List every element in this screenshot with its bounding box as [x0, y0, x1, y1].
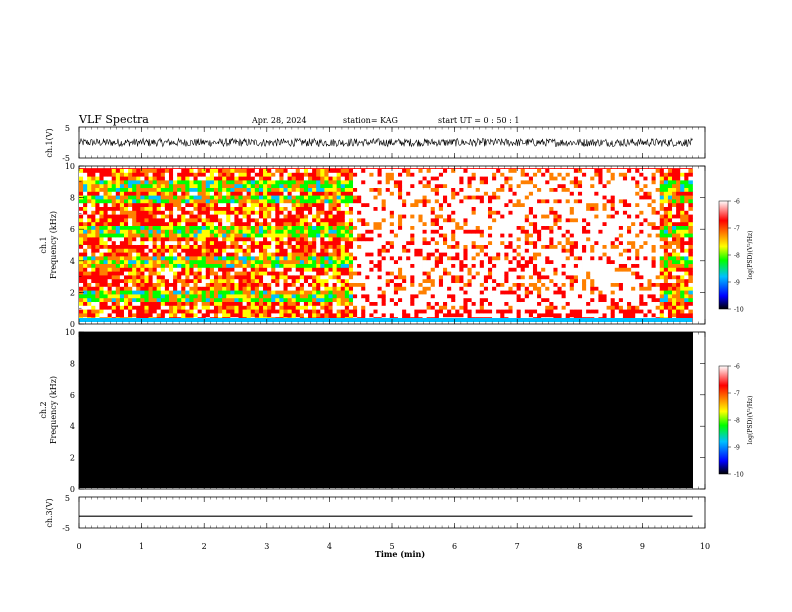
xtick-label: 9: [640, 542, 645, 551]
colorbar-tick-label: -7: [734, 391, 740, 398]
ytick-label: 0: [70, 485, 75, 494]
ytick-label: 2: [70, 454, 75, 463]
colorbar-tick-label: -6: [734, 364, 740, 371]
xtick-label: 3: [264, 542, 269, 551]
ch1-spectrogram-ylabel: Frequency (kHz): [49, 211, 58, 279]
x-axis: 0 1 2 3 4 5 6 7 8 9 10: [76, 127, 710, 551]
ch1-ytick-top: 5: [65, 124, 70, 133]
start-time-label: start UT = 0 : 50 : 1: [438, 116, 519, 125]
ch1-colorbar-label: log(PSD)(V²/Hz): [747, 231, 754, 280]
ch2-colorbar-label: log(PSD)(V²/Hz): [747, 396, 754, 445]
ch3-waveform-frame: [78, 496, 706, 529]
colorbar-tick-label: -10: [734, 307, 744, 314]
ch2-colorbar-bar: [718, 365, 729, 475]
ch1-waveform-ylabel: ch.1(V): [45, 128, 54, 157]
ytick-label: 10: [65, 328, 75, 337]
ch3-waveform-ylabel: ch.3(V): [45, 498, 54, 527]
ch3-waveform-panel: 5 -5 ch.3(V): [45, 494, 706, 533]
ch1-ytick-bottom: -5: [62, 154, 70, 163]
ytick-label: 8: [70, 194, 75, 203]
ch1-colorbar: -6 -7 -8 -9 -10 log(PSD)(V²/Hz): [718, 199, 754, 314]
ch3-ytick-top: 5: [65, 494, 70, 503]
ytick-label: 6: [70, 391, 75, 400]
colorbar-tick-label: -6: [734, 199, 740, 206]
station-label: station= KAG: [343, 116, 398, 125]
xtick-label: 7: [515, 542, 520, 551]
ch2-spectrogram-ylabel-channel: ch.2: [39, 401, 48, 418]
ch2-spectrogram-image: [79, 332, 693, 488]
x-axis-label: Time (min): [375, 549, 425, 559]
ytick-label: 6: [70, 225, 75, 234]
ytick-label: 10: [65, 162, 75, 171]
colorbar-tick-label: -9: [734, 445, 740, 452]
date-label: Apr. 28, 2024: [251, 116, 307, 125]
ch1-spectrogram-image: [79, 168, 693, 322]
xtick-label: 10: [700, 542, 710, 551]
ch2-colorbar: -6 -7 -8 -9 -10 log(PSD)(V²/Hz): [718, 364, 754, 479]
colorbar-tick-label: -7: [734, 226, 740, 233]
ch1-spectrogram-ylabel-channel: ch.1: [39, 236, 48, 253]
ch3-ytick-bottom: -5: [62, 524, 70, 533]
ytick-label: 4: [70, 422, 75, 431]
ytick-label: 4: [70, 257, 75, 266]
colorbar-tick-label: -8: [734, 418, 740, 425]
colorbar-tick-label: -9: [734, 280, 740, 287]
ytick-label: 0: [70, 320, 75, 329]
xtick-label: 5: [389, 542, 394, 551]
colorbar-tick-label: -8: [734, 253, 740, 260]
ch1-spectrogram-panel: 0 2 4 6 8 10 ch.1 Frequency (kHz): [39, 162, 706, 329]
xtick-label: 1: [139, 542, 144, 551]
xtick-label: 2: [202, 542, 207, 551]
ch2-spectrogram-ylabel: Frequency (kHz): [49, 376, 58, 444]
xtick-label: 6: [452, 542, 457, 551]
colorbar-tick-label: -10: [734, 472, 744, 479]
xtick-label: 4: [327, 542, 332, 551]
ch2-spectrogram-panel: 0 2 4 6 8 10 ch.2 Frequency (kHz): [39, 328, 706, 494]
ch1-waveform-panel: 5 -5 ch.1(V): [45, 124, 706, 163]
xtick-label: 8: [577, 542, 582, 551]
ytick-label: 2: [70, 288, 75, 297]
xtick-label: 0: [76, 542, 81, 551]
figure-title: VLF Spectra: [78, 113, 149, 126]
ch1-colorbar-bar: [718, 200, 729, 310]
ytick-label: 8: [70, 359, 75, 368]
ch1-waveform-trace: [78, 137, 693, 148]
